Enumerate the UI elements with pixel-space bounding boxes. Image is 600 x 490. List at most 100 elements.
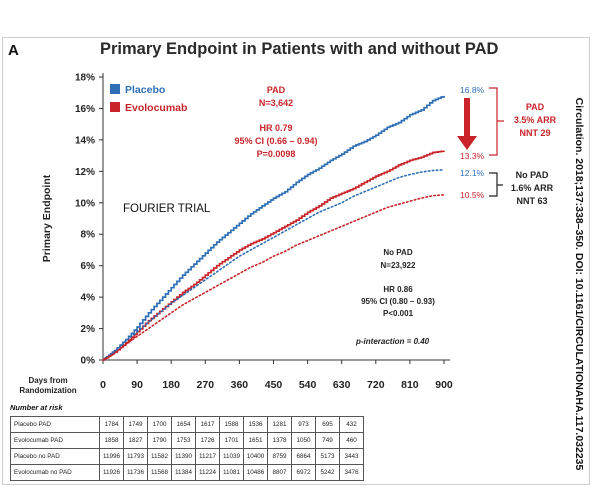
- risk-cell: 11039: [220, 449, 244, 465]
- pad-effect-nnt: NNT 29: [519, 128, 550, 138]
- x-tick-label: 630: [333, 379, 351, 391]
- pad-bracket: [489, 88, 504, 155]
- number-at-risk-table: Placebo PAD 1784 1749 1700 1654 1617 1588 1536 1…: [10, 416, 364, 481]
- citation: Circulation. 2018;137:338–350. DOI: 10.1…: [573, 84, 585, 484]
- risk-cell: 11217: [196, 449, 220, 465]
- risk-cell: 1726: [196, 433, 220, 449]
- legend-label-placebo: Placebo: [125, 84, 165, 96]
- x-tick-label: 90: [131, 379, 143, 391]
- end-label-evolocumab-pad: 13.3%: [460, 151, 485, 161]
- nopad-bracket: [489, 173, 503, 196]
- x-tick-label: 900: [435, 379, 453, 391]
- pad-stats-block: PAD N=3,642 HR 0.79 95% CI (0.66 – 0.94)…: [234, 85, 317, 159]
- end-label-placebo-nopad: 12.1%: [460, 168, 485, 178]
- risk-cell: 1701: [220, 433, 244, 449]
- x-tick-label: 810: [401, 379, 419, 391]
- y-tick-label: 10%: [75, 198, 95, 209]
- pad-label: PAD: [267, 85, 286, 95]
- risk-cell: 8759: [268, 449, 292, 465]
- pad-effect-label: PAD: [526, 102, 545, 112]
- risk-cell: 11793: [124, 449, 148, 465]
- risk-cell: 749: [316, 433, 340, 449]
- risk-cell: 1617: [196, 417, 220, 433]
- y-tick-label: 16%: [75, 104, 95, 115]
- x-tick-label: 540: [299, 379, 317, 391]
- pad-effect-block: PAD 3.5% ARR NNT 29: [514, 102, 557, 138]
- risk-row-label: Evolocumab PAD: [11, 433, 100, 449]
- risk-cell: 1588: [220, 417, 244, 433]
- risk-row: Evolocumab no PAD 11926 11736 11568 11384 112…: [11, 465, 364, 481]
- risk-table-caption: Number at risk: [10, 403, 63, 412]
- risk-cell: 11996: [100, 449, 124, 465]
- y-tick-label: 18%: [75, 73, 95, 84]
- risk-cell: 10400: [244, 449, 268, 465]
- y-tick-label: 14%: [75, 135, 95, 146]
- risk-cell: 11384: [172, 465, 196, 481]
- risk-cell: 1790: [148, 433, 172, 449]
- legend-swatch-placebo: [110, 84, 120, 94]
- x-tick-label: 0: [100, 379, 106, 391]
- nopad-ci: 95% CI (0.80 – 0.93): [361, 297, 435, 306]
- series-evolocumab-no-pad: [103, 195, 444, 360]
- nopad-n: N=23,922: [381, 261, 416, 270]
- legend: Placebo Evolocumab: [110, 84, 187, 114]
- risk-cell: 432: [340, 417, 364, 433]
- end-label-placebo-pad: 16.8%: [460, 85, 485, 95]
- nopad-hr: HR 0.86: [383, 285, 413, 294]
- risk-cell: 1651: [244, 433, 268, 449]
- risk-row: Evolocumab PAD 1858 1827 1790 1753 1726 1701 16…: [11, 433, 364, 449]
- y-axis-label: Primary Endpoint: [41, 174, 53, 262]
- nopad-effect-label: No PAD: [516, 170, 549, 180]
- nopad-label: No PAD: [383, 248, 412, 257]
- risk-cell: 460: [340, 433, 364, 449]
- x-tick-label: 450: [265, 379, 283, 391]
- difference-arrow: [457, 98, 477, 150]
- risk-cell: 3443: [340, 449, 364, 465]
- axes: 0% 2% 4% 6% 8% 10% 12% 14% 16% 18% 0 90 180 270 360 450…: [19, 73, 453, 396]
- nopad-effect-arr: 1.6% ARR: [511, 183, 554, 193]
- risk-cell: 1536: [244, 417, 268, 433]
- nopad-p: P<0.001: [383, 309, 414, 318]
- risk-cell: 8807: [268, 465, 292, 481]
- risk-cell: 3476: [340, 465, 364, 481]
- trial-label: FOURIER TRIAL: [123, 203, 211, 215]
- risk-cell: 1050: [292, 433, 316, 449]
- risk-row: Placebo no PAD 11996 11793 11582 11390 11217 1…: [11, 449, 364, 465]
- risk-cell: 11582: [148, 449, 172, 465]
- y-tick-label: 4%: [81, 293, 96, 304]
- risk-row: Placebo PAD 1784 1749 1700 1654 1617 1588 1536 1…: [11, 417, 364, 433]
- y-tick-label: 0%: [81, 356, 96, 367]
- risk-cell: 11081: [220, 465, 244, 481]
- pad-hr: HR 0.79: [259, 123, 292, 133]
- risk-cell: 1378: [268, 433, 292, 449]
- pad-n: N=3,642: [259, 98, 293, 108]
- y-tick-label: 8%: [81, 230, 96, 241]
- x-tick-label: 180: [162, 379, 180, 391]
- risk-cell: 11736: [124, 465, 148, 481]
- risk-cell: 11390: [172, 449, 196, 465]
- risk-row-label: Placebo PAD: [11, 417, 100, 433]
- risk-cell: 11568: [148, 465, 172, 481]
- risk-cell: 1700: [148, 417, 172, 433]
- x-tick-label: 720: [367, 379, 385, 391]
- legend-swatch-evolocumab: [110, 102, 120, 112]
- risk-cell: 695: [316, 417, 340, 433]
- risk-cell: 973: [292, 417, 316, 433]
- pad-ci: 95% CI (0.66 – 0.94): [234, 136, 317, 146]
- p-interaction: p-interaction = 0.40: [355, 337, 430, 346]
- risk-cell: 1753: [172, 433, 196, 449]
- risk-row-label: Placebo no PAD: [11, 449, 100, 465]
- risk-cell: 1784: [100, 417, 124, 433]
- legend-label-evolocumab: Evolocumab: [125, 102, 187, 114]
- y-tick-label: 6%: [81, 261, 96, 272]
- y-tick-label: 12%: [75, 167, 95, 178]
- risk-cell: 1281: [268, 417, 292, 433]
- x-tick-label: 270: [197, 379, 215, 391]
- risk-cell: 1654: [172, 417, 196, 433]
- x-axis-label: Days from: [28, 376, 67, 385]
- risk-cell: 1858: [100, 433, 124, 449]
- risk-row-label: Evolocumab no PAD: [11, 465, 100, 481]
- end-label-evolocumab-nopad: 10.5%: [460, 190, 485, 200]
- risk-cell: 11224: [196, 465, 220, 481]
- risk-cell: 6972: [292, 465, 316, 481]
